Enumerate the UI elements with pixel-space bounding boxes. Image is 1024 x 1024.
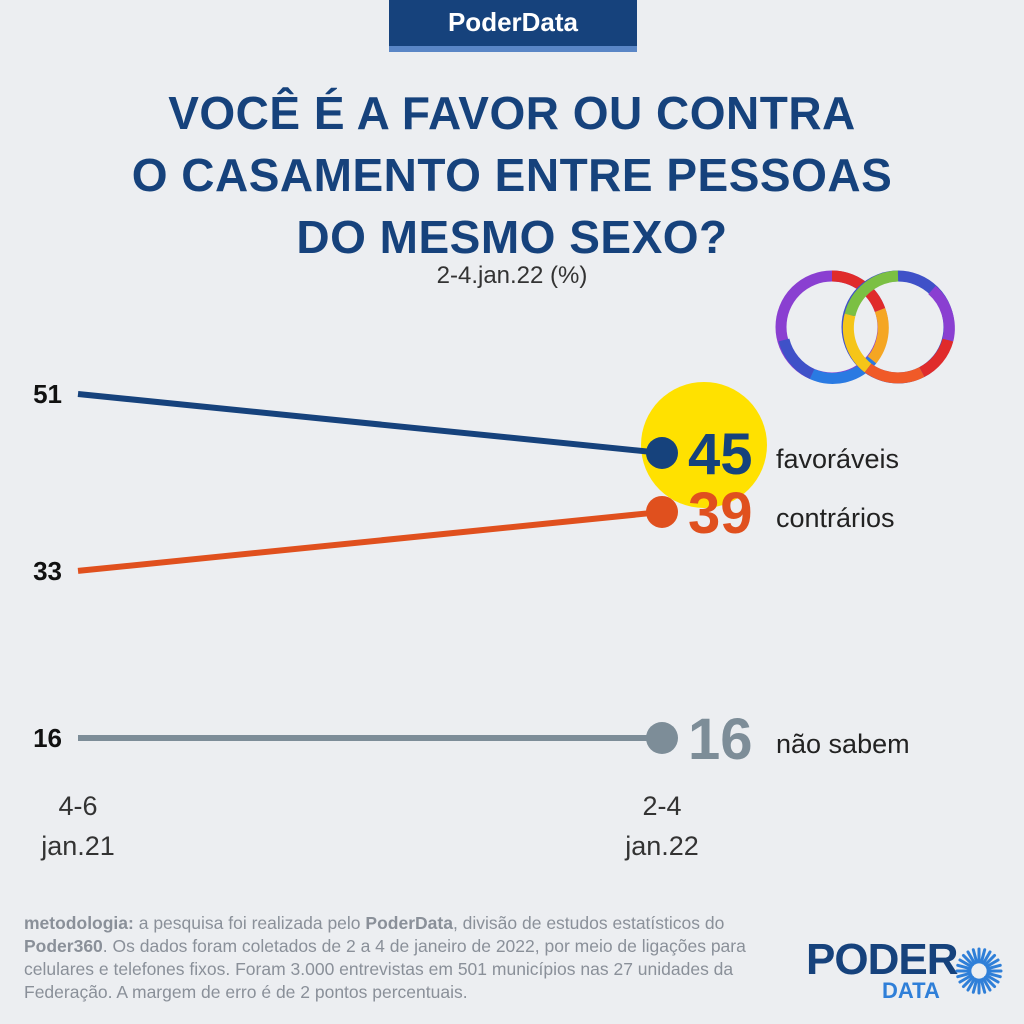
methodology-bold-2: Poder360: [24, 936, 103, 956]
methodology-bold-1: PoderData: [365, 913, 453, 933]
highlight-circle: [641, 381, 767, 508]
poderdata-logo: PODER DATA: [806, 938, 1006, 1006]
title-line-1: VOCÊ É A FAVOR OU CONTRA: [168, 87, 856, 139]
series-2-line: [77, 508, 663, 574]
title-line-2: O CASAMENTO ENTRE PESSOAS: [131, 149, 893, 201]
chart-title: VOCÊ É A FAVOR OU CONTRA O CASAMENTO ENT…: [0, 82, 1024, 268]
series-3-start-label: 16: [33, 723, 62, 753]
series-2-name-label: contrários: [776, 503, 895, 533]
methodology-note: metodologia: a pesquisa foi realizada pe…: [24, 912, 794, 1004]
series-1-end-value: 45: [688, 422, 753, 487]
methodology-text-3: . Os dados foram coletados de 2 a 4 de j…: [24, 936, 746, 1002]
series-3-end-dot: [646, 722, 678, 754]
methodology-text-2: , divisão de estudos estatísticos do: [452, 913, 725, 933]
series-3-name-label: não sabem: [776, 729, 910, 759]
sunburst-icon: [955, 947, 1003, 995]
line-chart: 51 45 favoráveis 33 39 contrários 16 16 não sabe…: [33, 379, 910, 861]
series-2-start-label: 33: [33, 556, 62, 586]
x-tick-label-1-1: 4-6: [58, 791, 97, 821]
methodology-label: metodologia:: [24, 913, 134, 933]
x-tick-label-2-1: 2-4: [642, 791, 681, 821]
methodology-text-1: a pesquisa foi realizada pelo: [133, 913, 366, 933]
series-1-line: [77, 391, 663, 456]
title-line-3: DO MESMO SEXO?: [296, 211, 728, 263]
x-tick-label-1-2: jan.21: [40, 831, 115, 861]
x-tick-label-2-2: jan.22: [624, 831, 699, 861]
interlocking-rings-icon: [775, 270, 955, 384]
series-3-end-value: 16: [688, 707, 753, 772]
series-1-end-dot: [646, 436, 678, 469]
chart-subtitle: 2-4.jan.22 (%): [436, 262, 588, 289]
series-2-end-value: 39: [688, 481, 753, 546]
series-1-start-label: 51: [33, 379, 62, 409]
logo-poder-text: PODER: [806, 935, 958, 984]
brand-header: PoderData: [389, 0, 637, 52]
logo-data-text: DATA: [882, 978, 940, 1003]
series-1-name-label: favoráveis: [776, 444, 899, 474]
series-2-end-dot: [646, 495, 678, 528]
